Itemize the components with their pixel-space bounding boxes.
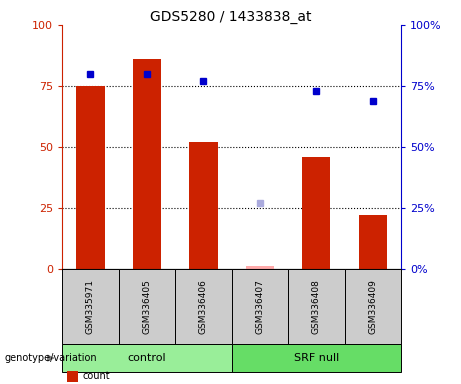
Text: SRF null: SRF null	[294, 353, 339, 363]
Text: control: control	[128, 353, 166, 363]
Bar	[302, 157, 331, 269]
Text: GDS5280 / 1433838_at: GDS5280 / 1433838_at	[150, 10, 311, 23]
Bar	[288, 269, 344, 344]
Text: GSM336405: GSM336405	[142, 279, 152, 334]
Bar	[118, 269, 175, 344]
Text: genotype/variation: genotype/variation	[5, 353, 97, 363]
Text: GSM336406: GSM336406	[199, 279, 208, 334]
Text: GSM336408: GSM336408	[312, 279, 321, 334]
Bar	[175, 269, 231, 344]
Bar	[359, 215, 387, 269]
Bar	[231, 269, 288, 344]
Text: count: count	[83, 371, 111, 381]
Bar	[344, 269, 401, 344]
Bar	[189, 142, 218, 269]
Text: GSM336407: GSM336407	[255, 279, 265, 334]
Bar	[231, 344, 401, 372]
Bar	[62, 344, 231, 372]
Text: GSM335971: GSM335971	[86, 279, 95, 334]
Bar	[133, 59, 161, 269]
Bar	[77, 86, 105, 269]
Bar	[246, 266, 274, 269]
Bar	[62, 269, 118, 344]
Text: GSM336409: GSM336409	[368, 279, 378, 334]
